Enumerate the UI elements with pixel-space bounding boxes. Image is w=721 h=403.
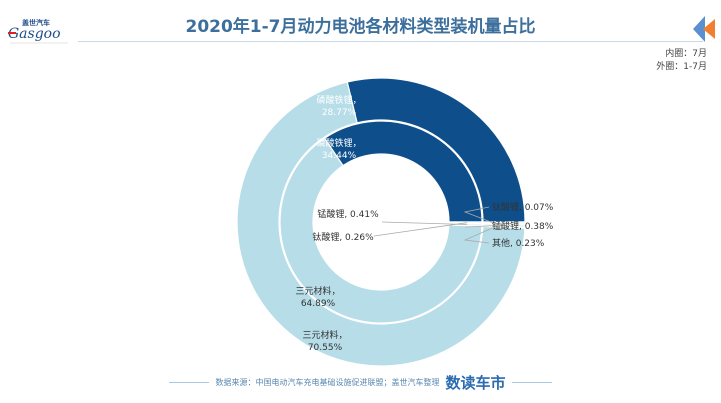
outer-lfp-value: 28.77% (322, 108, 357, 118)
chart-title: 2020年1-7月动力电池各材料类型装机量占比 (185, 17, 536, 37)
inner-ternary-value: 64.89% (301, 299, 336, 309)
leader-line (373, 222, 468, 237)
small-slice-label-3: 锰酸锂, 0.41% (317, 208, 379, 220)
title-divider (78, 41, 703, 42)
outer-lfp-label: 磷酸铁锂， (316, 94, 361, 106)
small-slice-label-2: 其他, 0.23% (492, 237, 545, 249)
back-arrow-icon[interactable] (693, 16, 715, 42)
inner-ring-note: 内圈：7月 (665, 49, 707, 59)
inner-slice-1[interactable] (279, 137, 483, 324)
leader-line (464, 224, 504, 228)
small-slice-label-1: 锰酸锂, 0.38% (492, 220, 554, 232)
inner-lfp-label: 磷酸铁锂， (316, 137, 361, 149)
gasgoo-logo: 盖世汽车 Gasgoo (8, 18, 68, 44)
outer-ring-note: 外圈：1-7月 (656, 62, 707, 72)
svg-text:盖世汽车: 盖世汽车 (22, 18, 50, 27)
ring-legend: 内圈：7月 外圈：1-7月 (656, 48, 707, 74)
leader-line (463, 206, 505, 228)
inner-slice-0[interactable] (323, 120, 483, 223)
inner-lfp-value: 34.44% (322, 151, 357, 161)
data-source: 数据来源：中国电动汽车充电基础设施促进联盟；盖世汽车整理 (215, 378, 440, 387)
outer-slice-1[interactable] (236, 81, 526, 367)
leader-line (463, 222, 505, 244)
brand-logo: 数读车市 (445, 374, 506, 392)
small-slice-label-0: 钛酸锂, 0.07% (492, 201, 554, 213)
leader-line (381, 221, 467, 225)
svg-text:Gasgoo: Gasgoo (8, 26, 61, 42)
small-slice-label-4: 钛酸锂, 0.26% (312, 231, 374, 243)
footer: 数据来源：中国电动汽车充电基础设施促进联盟；盖世汽车整理 数读车市 (0, 372, 721, 393)
outer-slice-0[interactable] (346, 77, 526, 223)
outer-ternary-value: 70.55% (308, 343, 343, 353)
inner-ternary-label: 三元材料， (295, 285, 340, 297)
outer-ternary-label: 三元材料， (302, 329, 347, 341)
